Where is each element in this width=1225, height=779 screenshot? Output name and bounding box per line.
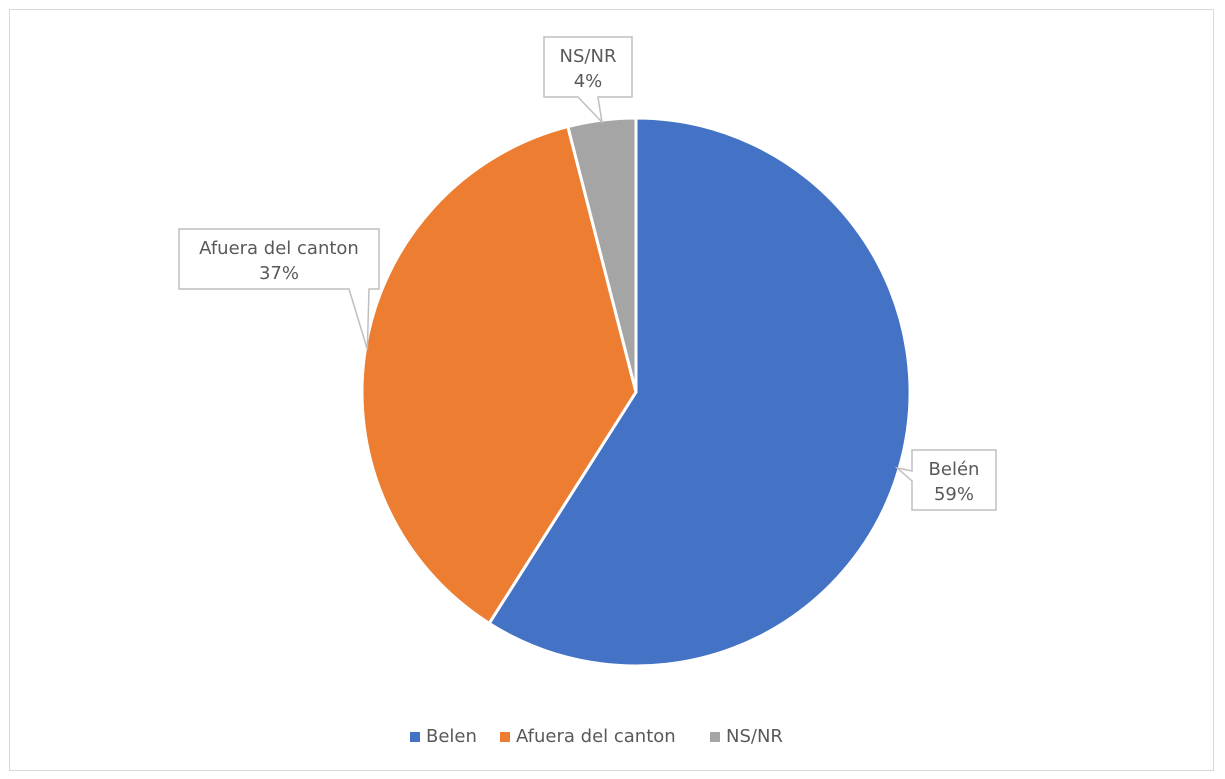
legend-item-afuera-del-canton: Afuera del canton bbox=[500, 726, 676, 747]
legend-item-belen: Belen bbox=[410, 726, 477, 747]
data-label-afuera-del-canton: Afuera del canton 37% bbox=[178, 228, 380, 350]
legend-swatch bbox=[410, 732, 420, 742]
data-label-value: 37% bbox=[259, 263, 299, 284]
legend-item-ns-nr: NS/NR bbox=[710, 726, 783, 747]
chart-border bbox=[9, 9, 1214, 771]
legend-label: Afuera del canton bbox=[516, 726, 676, 747]
data-label-name: Afuera del canton bbox=[199, 238, 359, 259]
data-label-name: Belén bbox=[929, 459, 980, 480]
legend-swatch bbox=[500, 732, 510, 742]
pie-slices bbox=[360, 116, 912, 668]
data-labels: Belén 59% Afuera del canton 37% NS/NR 4% bbox=[178, 36, 997, 511]
data-label-name: NS/NR bbox=[560, 46, 617, 67]
pie-slice-afuera-del-canton bbox=[360, 125, 638, 625]
legend-label: NS/NR bbox=[726, 726, 783, 747]
data-label-ns-nr: NS/NR 4% bbox=[543, 36, 633, 125]
data-label-value: 4% bbox=[574, 71, 603, 92]
legend-swatch bbox=[710, 732, 720, 742]
legend-label: Belen bbox=[426, 726, 477, 747]
legend: Belen Afuera del canton NS/NR bbox=[410, 726, 783, 747]
data-label-bel-n: Belén 59% bbox=[894, 449, 997, 511]
data-label-value: 59% bbox=[934, 484, 974, 505]
